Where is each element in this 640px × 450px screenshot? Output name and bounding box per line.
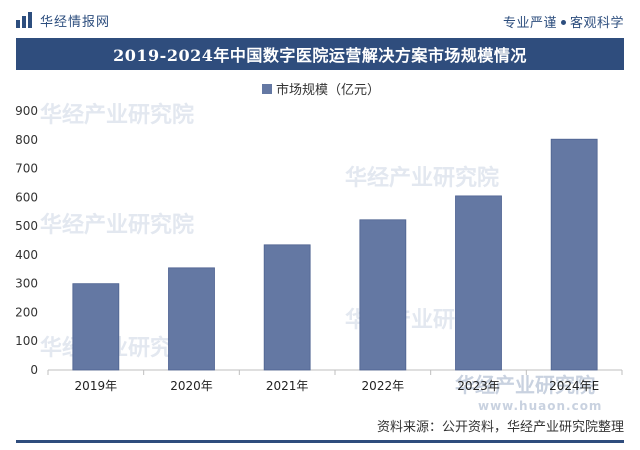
watermark-url: www.huaon.com — [478, 399, 602, 410]
top-bar: 华经情报网 专业严谨 客观科学 — [0, 0, 640, 38]
bar — [263, 244, 311, 371]
brand-name: 华经情报网 — [40, 14, 111, 30]
bar — [455, 195, 502, 371]
x-tick-label: 2023年 — [457, 379, 500, 393]
watermark-text: 华经产业研究院 — [345, 165, 499, 191]
x-axis: 2019年 2020年 2021年 2022年 2023年 2024年E — [47, 369, 623, 393]
x-tick-label: 2022年 — [362, 379, 405, 393]
y-tick-label: 200 — [15, 305, 38, 319]
bottom-divider — [16, 440, 624, 443]
y-tick-label: 0 — [30, 363, 38, 377]
y-tick-label: 300 — [15, 277, 38, 291]
y-tick-label: 700 — [15, 162, 38, 176]
slogan-dot-icon — [560, 20, 566, 25]
slogan-right: 客观科学 — [569, 16, 624, 31]
x-tick-label: 2020年 — [170, 379, 213, 393]
bar — [168, 267, 215, 371]
y-axis: 0 100 200 300 400 500 600 700 800 900 — [15, 104, 38, 377]
x-tick-label: 2021年 — [266, 379, 309, 393]
watermark-text: 华经产业研究院 — [40, 102, 194, 128]
bar — [550, 138, 598, 371]
x-tick-label: 2019年 — [75, 379, 118, 393]
source-note: 资料来源：公开资料，华经产业研究院整理 — [376, 420, 624, 435]
bar — [359, 219, 407, 371]
brand-logo-icon — [16, 12, 32, 28]
x-tick-label: 2024年E — [549, 379, 599, 393]
y-tick-label: 100 — [15, 334, 38, 348]
bar-chart: 华经产业研究院华经产业研究院华经产业研究院华经产业研究院华经产业研究院华经产业研… — [15, 82, 623, 410]
y-tick-label: 900 — [15, 104, 38, 118]
legend: 市场规模（亿元） — [262, 82, 380, 98]
bar — [72, 283, 120, 371]
chart-title-band: 2019-2024年中国数字医院运营解决方案市场规模情况 — [16, 38, 624, 70]
bar-series — [72, 138, 598, 371]
y-tick-label: 500 — [15, 219, 38, 233]
y-tick-label: 400 — [15, 248, 38, 262]
chart-title: 2019-2024年中国数字医院运营解决方案市场规模情况 — [113, 46, 527, 65]
y-tick-label: 600 — [15, 190, 38, 204]
watermark-text: 华经产业研究院 — [40, 212, 194, 238]
y-tick-label: 800 — [15, 133, 38, 147]
watermark-text: 华经产业研究院 — [455, 373, 595, 397]
legend-label: 市场规模（亿元） — [276, 82, 380, 98]
legend-swatch — [262, 84, 272, 94]
brand[interactable]: 华经情报网 — [16, 10, 110, 30]
slogan-left: 专业严谨 — [502, 16, 557, 31]
watermark-layer: 华经产业研究院华经产业研究院华经产业研究院华经产业研究院华经产业研究院华经产业研… — [40, 102, 602, 410]
slogan: 专业严谨 客观科学 — [503, 12, 624, 31]
